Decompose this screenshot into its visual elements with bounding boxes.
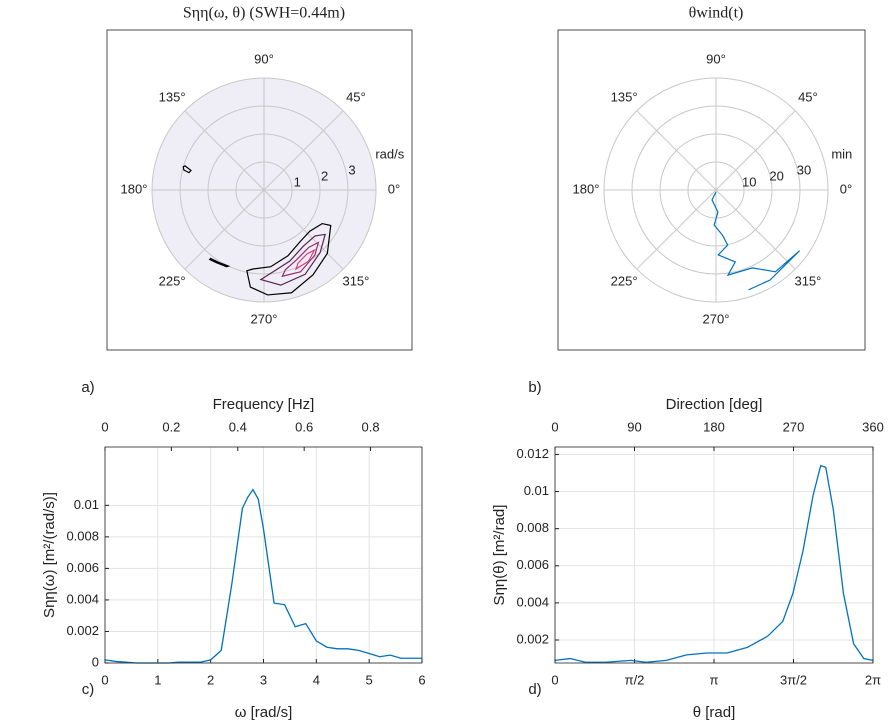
- x-tick-label: 4: [313, 672, 320, 687]
- angle-label: 270°: [251, 311, 278, 326]
- chart-title: Sηη(ω, θ) (SWH=0.44m): [183, 5, 345, 22]
- x-axis-label: θ [rad]: [693, 704, 736, 721]
- y-tick-label: 0.002: [66, 623, 99, 638]
- y-tick-label: 0.008: [66, 528, 99, 543]
- y-tick-label: 0.004: [66, 591, 99, 606]
- x-tick-label: 0: [551, 672, 558, 687]
- x-tick-label: 3: [260, 672, 267, 687]
- radial-label: 1: [294, 174, 301, 189]
- y-axis-label: Sηη(θ) [m²/rad]: [491, 505, 508, 606]
- contour: [182, 165, 192, 174]
- angular-grid: [715, 189, 796, 270]
- x-tick-label: 2: [207, 672, 214, 687]
- x-tick-label: 3π/2: [780, 672, 807, 687]
- angle-label: 225°: [159, 273, 186, 288]
- x2-tick-label: 180: [703, 419, 725, 434]
- y-tick-label: 0.012: [516, 446, 549, 461]
- angle-label: 315°: [794, 273, 821, 288]
- y-tick-label: 0.008: [516, 520, 549, 535]
- radial-label: 20: [769, 169, 783, 184]
- chart-title: θwind(t): [689, 5, 744, 22]
- angle-label: 0°: [388, 181, 400, 196]
- angle-label: 45°: [346, 90, 366, 105]
- angular-grid: [184, 189, 265, 270]
- x-tick-label: 2π: [865, 672, 881, 687]
- x2-tick-label: 270: [783, 419, 805, 434]
- radial-label: 10: [742, 174, 756, 189]
- radial-label: 3: [348, 163, 355, 178]
- angle-label: 90°: [706, 51, 726, 66]
- x2-tick-label: 0: [551, 419, 558, 434]
- x-tick-label: π/2: [625, 672, 645, 687]
- x2-tick-label: 0.4: [229, 419, 247, 434]
- y-tick-label: 0.01: [74, 497, 99, 512]
- radial-label: 2: [321, 169, 328, 184]
- angle-label: 135°: [611, 90, 638, 105]
- x2-axis-label: Direction [deg]: [666, 396, 763, 413]
- x2-tick-label: 360: [862, 419, 884, 434]
- contour: [208, 257, 231, 268]
- angular-grid: [263, 110, 344, 191]
- angular-grid: [636, 110, 717, 191]
- angle-label: 270°: [703, 311, 730, 326]
- x2-tick-label: 0.8: [362, 419, 380, 434]
- y-tick-label: 0.002: [516, 631, 549, 646]
- angular-grid: [715, 110, 796, 191]
- contour: [281, 241, 320, 278]
- x-tick-label: 6: [418, 672, 425, 687]
- panel-label: a): [81, 379, 94, 396]
- contour: [246, 222, 332, 296]
- y-tick-label: 0.006: [516, 557, 549, 572]
- x2-tick-label: 90: [627, 419, 641, 434]
- contour: [259, 233, 326, 286]
- angular-grid: [636, 189, 717, 270]
- x2-tick-label: 0: [101, 419, 108, 434]
- radial-unit: rad/s: [375, 147, 404, 162]
- radial-label: 30: [797, 163, 811, 178]
- wind-line: [711, 191, 801, 291]
- angle-label: 0°: [840, 181, 852, 196]
- radial-unit: min: [831, 147, 852, 162]
- angle-label: 90°: [254, 51, 274, 66]
- x-tick-label: 1: [154, 672, 161, 687]
- line: [554, 464, 873, 663]
- angle-label: 45°: [798, 90, 818, 105]
- angle-label: 180°: [121, 181, 148, 196]
- angle-label: 135°: [159, 90, 186, 105]
- panel-label: d): [528, 681, 541, 698]
- y-tick-label: 0.004: [516, 594, 549, 609]
- contour: [294, 248, 316, 271]
- x-tick-label: π: [710, 672, 719, 687]
- x2-tick-label: 0.6: [295, 419, 313, 434]
- y-tick-label: 0.01: [524, 483, 549, 498]
- y-tick-label: 0.006: [66, 560, 99, 575]
- x2-tick-label: 0.2: [162, 419, 180, 434]
- angular-grid: [184, 110, 265, 191]
- x-axis-label: ω [rad/s]: [235, 704, 293, 721]
- y-tick-label: 0: [92, 654, 99, 669]
- angle-label: 180°: [573, 181, 600, 196]
- x-tick-label: 0: [101, 672, 108, 687]
- x-tick-label: 5: [366, 672, 373, 687]
- x2-axis-label: Frequency [Hz]: [213, 396, 315, 413]
- angular-grid: [263, 189, 344, 270]
- axes-frame: [104, 446, 423, 664]
- axes-frame: [554, 446, 874, 664]
- angle-label: 225°: [611, 273, 638, 288]
- panel-label: c): [82, 681, 95, 698]
- panel-label: b): [528, 379, 541, 396]
- angle-label: 315°: [342, 273, 369, 288]
- y-axis-label: Sηη(ω) [m²/(rad/s)]: [41, 492, 58, 618]
